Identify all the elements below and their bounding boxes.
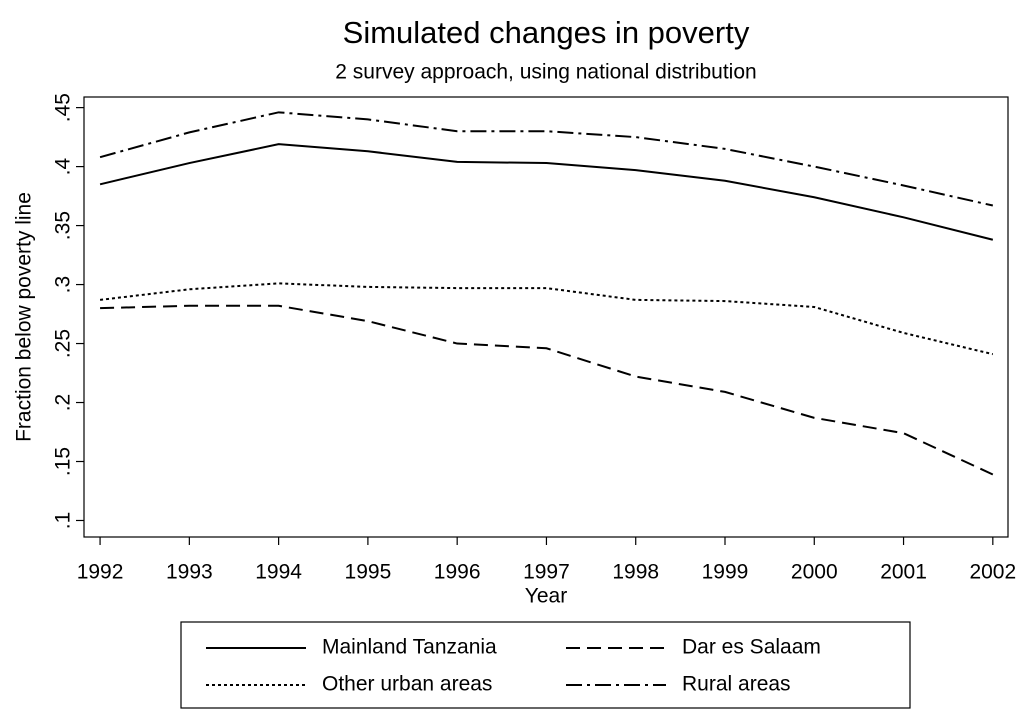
x-tick-label: 1993	[166, 561, 213, 584]
y-tick-label: .1	[52, 512, 75, 530]
y-tick-label: .15	[52, 447, 75, 476]
y-tick-label: .25	[52, 329, 75, 358]
y-tick-label: .4	[52, 158, 75, 176]
x-axis-label: Year	[525, 585, 567, 608]
series-line	[99, 143, 994, 241]
x-tick-label: 1996	[434, 561, 481, 584]
x-tick-label: 2002	[969, 561, 1016, 584]
chart-subtitle: 2 survey approach, using national distri…	[335, 61, 756, 84]
legend-box	[180, 621, 911, 709]
legend-label: Other urban areas	[322, 673, 492, 696]
legend-label: Rural areas	[682, 673, 791, 696]
chart-title: Simulated changes in poverty	[343, 15, 750, 50]
x-tick-label: 1997	[523, 561, 570, 584]
y-axis-label: Fraction below poverty line	[13, 192, 36, 442]
legend-label: Mainland Tanzania	[322, 636, 497, 659]
x-tick-label: 1992	[77, 561, 124, 584]
legend-label: Dar es Salaam	[682, 636, 821, 659]
x-tick-label: 2000	[791, 561, 838, 584]
x-tick-label: 1994	[255, 561, 302, 584]
x-tick-label: 1995	[345, 561, 392, 584]
y-tick-label: .35	[52, 211, 75, 240]
series-line	[99, 111, 994, 207]
x-tick-label: 2001	[880, 561, 927, 584]
y-tick-label: .3	[52, 276, 75, 294]
x-tick-label: 1998	[612, 561, 659, 584]
y-tick-label: .45	[52, 93, 75, 122]
y-tick-label: .2	[52, 394, 75, 412]
x-tick-label: 1999	[702, 561, 749, 584]
series-line	[100, 304, 994, 476]
